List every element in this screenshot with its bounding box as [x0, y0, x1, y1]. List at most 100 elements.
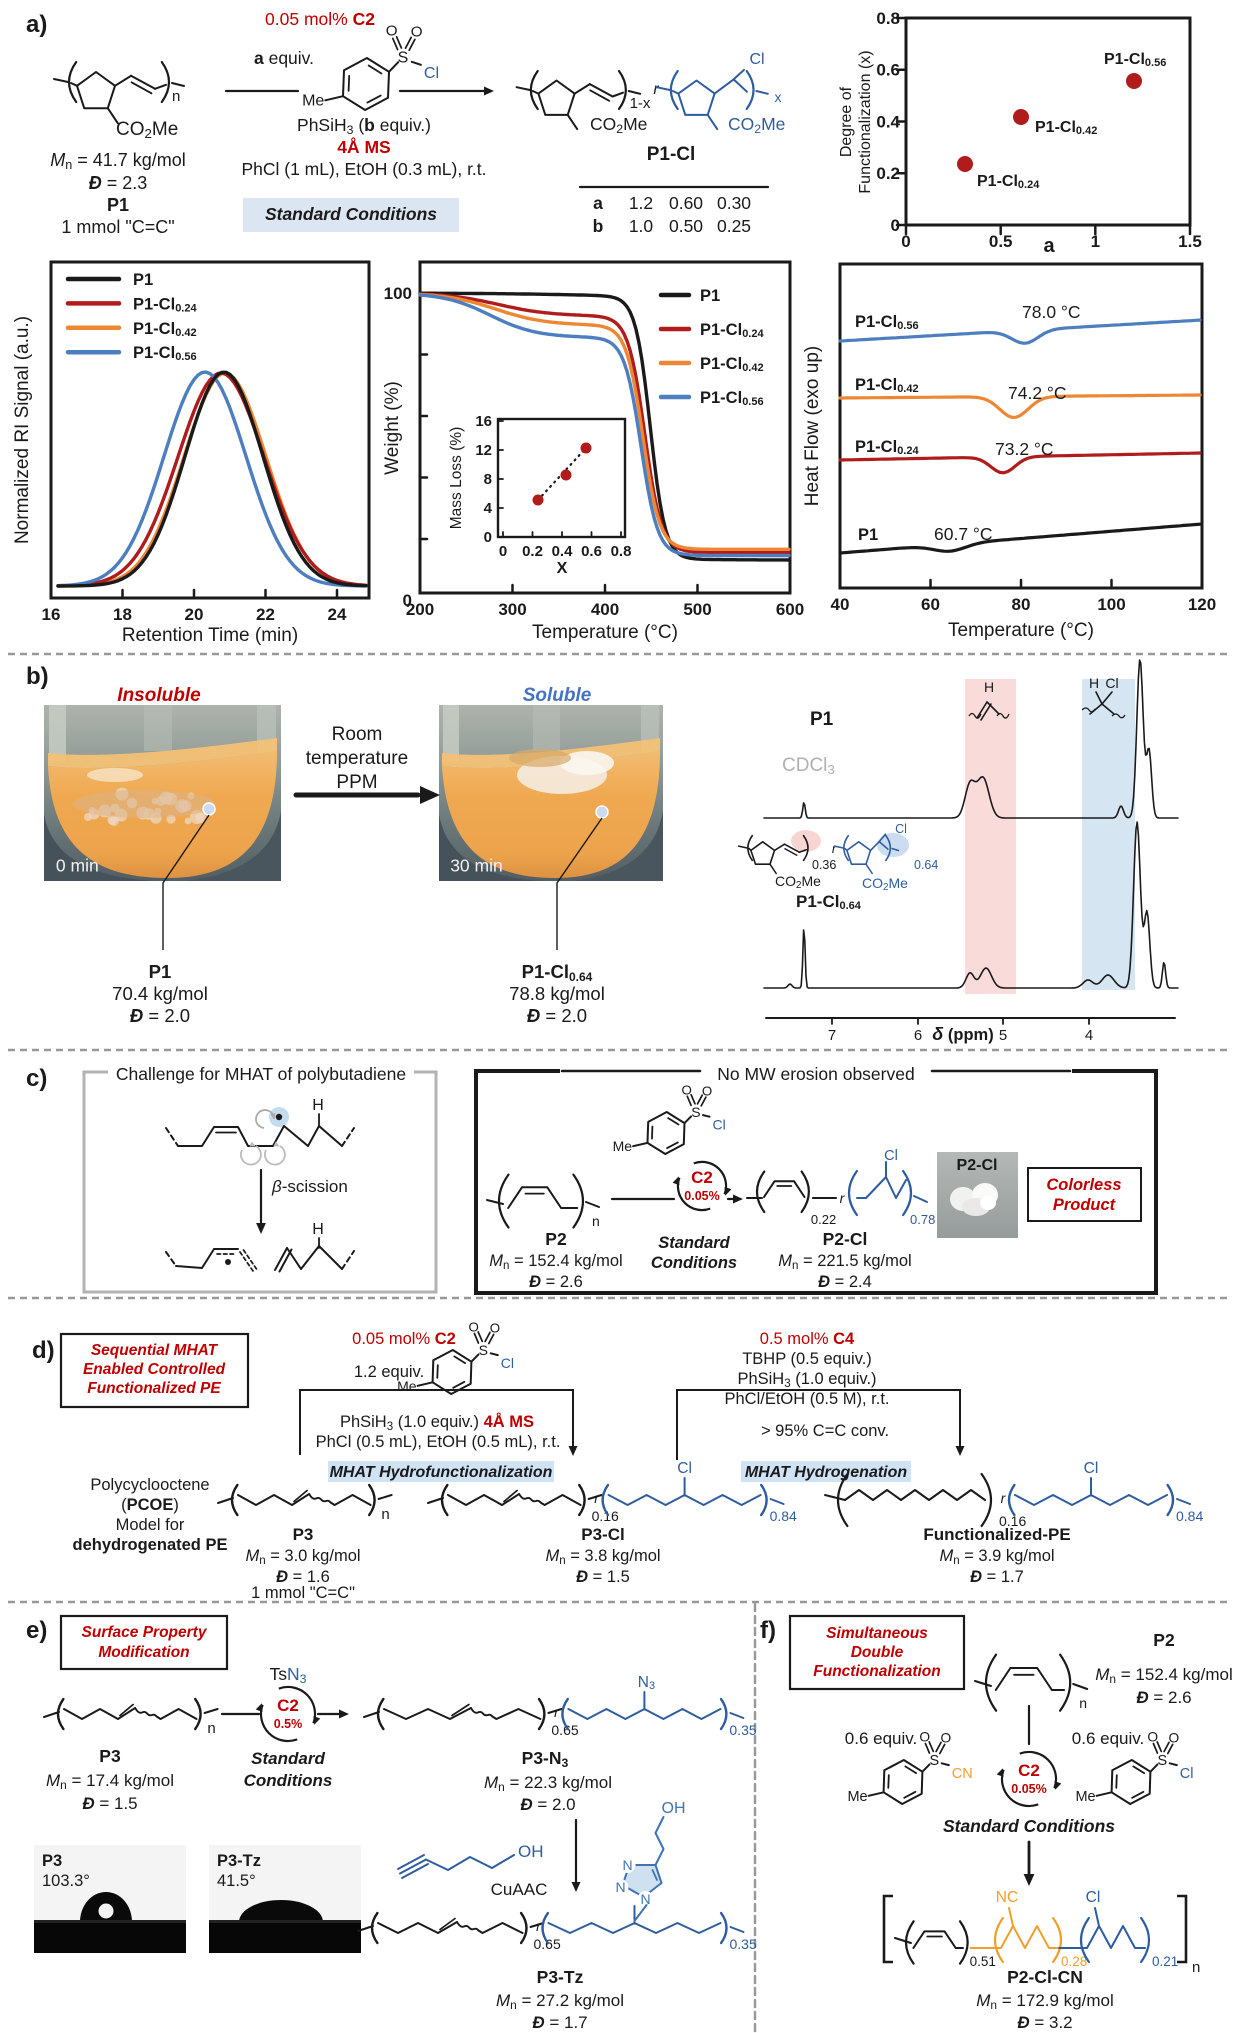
svg-text:24: 24 — [328, 605, 347, 624]
svg-text:Đ = 1.6: Đ = 1.6 — [276, 1568, 330, 1586]
svg-text:0.60: 0.60 — [669, 193, 703, 213]
svg-text:n: n — [1079, 1695, 1087, 1711]
svg-text:Sequential MHAT: Sequential MHAT — [91, 1342, 219, 1359]
svg-text:MHAT Hydrofunctionalization: MHAT Hydrofunctionalization — [330, 1464, 553, 1481]
svg-text:OH: OH — [518, 1842, 544, 1861]
svg-text:0.05 mol% C2: 0.05 mol% C2 — [265, 9, 375, 29]
svg-text:b: b — [593, 216, 604, 236]
svg-text:Cl: Cl — [749, 51, 764, 68]
svg-text:Functionalization: Functionalization — [813, 1663, 940, 1680]
svg-text:Double: Double — [851, 1644, 904, 1661]
svg-text:CO2Me: CO2Me — [116, 119, 178, 141]
svg-text:O: O — [1169, 1731, 1180, 1746]
svg-text:O: O — [702, 1084, 712, 1099]
svg-text:1.2 equiv.: 1.2 equiv. — [354, 1363, 424, 1381]
svg-text:300: 300 — [498, 600, 526, 619]
svg-text:S: S — [691, 1104, 700, 1120]
svg-text:Standard: Standard — [658, 1234, 730, 1252]
svg-text:4: 4 — [1085, 1027, 1093, 1044]
svg-text:r: r — [653, 81, 659, 98]
svg-text:CDCl3: CDCl3 — [782, 755, 835, 777]
svg-text:TsN3: TsN3 — [270, 1664, 307, 1686]
svg-text:PhCl (0.5 mL), EtOH (0.5 mL),: PhCl (0.5 mL), EtOH (0.5 mL), r.t. — [316, 1433, 561, 1451]
svg-text:1.2: 1.2 — [629, 193, 653, 213]
svg-text:Cl: Cl — [501, 1355, 514, 1371]
svg-text:β-scission: β-scission — [271, 1177, 348, 1196]
svg-text:temperature: temperature — [306, 748, 408, 769]
svg-text:O: O — [941, 1731, 952, 1746]
svg-text:500: 500 — [683, 600, 711, 619]
svg-text:0: 0 — [499, 543, 507, 560]
svg-text:Mn = 22.3 kg/mol: Mn = 22.3 kg/mol — [484, 1773, 612, 1794]
svg-text:Polycyclooctene: Polycyclooctene — [90, 1476, 209, 1494]
svg-text:0.65: 0.65 — [534, 1936, 561, 1952]
svg-text:Me: Me — [1075, 1789, 1095, 1805]
svg-text:Mn = 221.5 kg/mol: Mn = 221.5 kg/mol — [778, 1252, 911, 1272]
svg-text:Conditions: Conditions — [651, 1254, 737, 1272]
svg-text:Colorless: Colorless — [1046, 1176, 1121, 1194]
svg-text:Me: Me — [302, 92, 324, 109]
svg-text:S: S — [1157, 1753, 1167, 1769]
svg-text:f): f) — [760, 1617, 776, 1644]
svg-text:74.2 °C: 74.2 °C — [1008, 383, 1067, 403]
svg-text:n: n — [1192, 1959, 1200, 1976]
svg-text:NC: NC — [996, 1889, 1018, 1906]
svg-text:7: 7 — [828, 1027, 836, 1044]
svg-text:TBHP (0.5 equiv.): TBHP (0.5 equiv.) — [742, 1350, 872, 1368]
svg-text:Me: Me — [613, 1138, 633, 1154]
svg-text:P1-Cl0.64: P1-Cl0.64 — [522, 961, 593, 984]
svg-text:Cl: Cl — [1180, 1766, 1194, 1782]
svg-text:P1: P1 — [133, 271, 153, 289]
svg-text:P1-Cl0.24: P1-Cl0.24 — [977, 173, 1040, 191]
svg-text:P2-Cl-CN: P2-Cl-CN — [1007, 1967, 1083, 1987]
svg-text:Cl: Cl — [1105, 675, 1118, 691]
svg-text:0.50: 0.50 — [669, 216, 703, 236]
svg-text:r: r — [554, 1704, 560, 1720]
svg-text:P2: P2 — [545, 1229, 567, 1249]
svg-text:P1-Cl0.24: P1-Cl0.24 — [133, 295, 197, 314]
svg-text:PPM: PPM — [336, 772, 377, 793]
svg-text:Temperature (°C): Temperature (°C) — [948, 620, 1094, 641]
svg-text:0.35: 0.35 — [729, 1722, 756, 1738]
svg-text:Functionalized-PE: Functionalized-PE — [923, 1525, 1070, 1544]
svg-text:0.16: 0.16 — [592, 1508, 619, 1524]
svg-text:P3-Cl: P3-Cl — [581, 1525, 624, 1544]
svg-text:Mn = 152.4 kg/mol: Mn = 152.4 kg/mol — [1095, 1665, 1233, 1686]
svg-text:(PCOE): (PCOE) — [121, 1496, 179, 1514]
svg-text:0.6 equiv.: 0.6 equiv. — [1072, 1729, 1144, 1748]
svg-text:n: n — [207, 1720, 215, 1737]
svg-text:103.3°: 103.3° — [42, 1872, 90, 1890]
svg-text:P1: P1 — [858, 526, 878, 544]
svg-text:Mn = 3.9 kg/mol: Mn = 3.9 kg/mol — [939, 1547, 1054, 1567]
svg-text:0.16: 0.16 — [999, 1513, 1026, 1529]
svg-text:Đ = 1.7: Đ = 1.7 — [970, 1568, 1024, 1586]
svg-text:78.0 °C: 78.0 °C — [1022, 302, 1081, 322]
svg-text:80: 80 — [1012, 595, 1031, 614]
svg-text:P1-Cl: P1-Cl — [647, 144, 696, 165]
svg-text:4: 4 — [484, 500, 493, 517]
svg-text:30 min: 30 min — [450, 855, 503, 875]
svg-text:Mn = 3.8 kg/mol: Mn = 3.8 kg/mol — [545, 1547, 660, 1567]
svg-text:r: r — [536, 1918, 542, 1934]
svg-text:4Å MS: 4Å MS — [337, 137, 390, 157]
svg-text:O: O — [411, 24, 423, 41]
svg-text:P1-Cl0.56: P1-Cl0.56 — [700, 389, 764, 408]
svg-text:0.6: 0.6 — [876, 61, 900, 80]
svg-text:No MW erosion observed: No MW erosion observed — [717, 1064, 914, 1084]
svg-text:41.5°: 41.5° — [217, 1872, 256, 1890]
svg-text:12: 12 — [475, 442, 492, 459]
svg-text:5: 5 — [999, 1027, 1007, 1044]
svg-text:600: 600 — [776, 600, 804, 619]
svg-text:Cl: Cl — [713, 1117, 726, 1133]
svg-text:Mass Loss (%): Mass Loss (%) — [448, 427, 465, 530]
svg-text:Cl: Cl — [677, 1460, 692, 1477]
svg-text:> 95% C=C conv.: > 95% C=C conv. — [761, 1422, 889, 1440]
svg-text:0.84: 0.84 — [770, 1508, 797, 1524]
svg-text:PhSiH3 (1.0 equiv.): PhSiH3 (1.0 equiv.) — [737, 1370, 876, 1390]
svg-text:C2: C2 — [691, 1168, 713, 1187]
svg-text:1 mmol "C=C": 1 mmol "C=C" — [61, 217, 174, 237]
svg-text:Standard Conditions: Standard Conditions — [265, 204, 437, 224]
svg-text:70.4 kg/mol: 70.4 kg/mol — [112, 983, 208, 1004]
svg-text:8: 8 — [484, 471, 492, 488]
svg-text:Room: Room — [332, 724, 383, 745]
